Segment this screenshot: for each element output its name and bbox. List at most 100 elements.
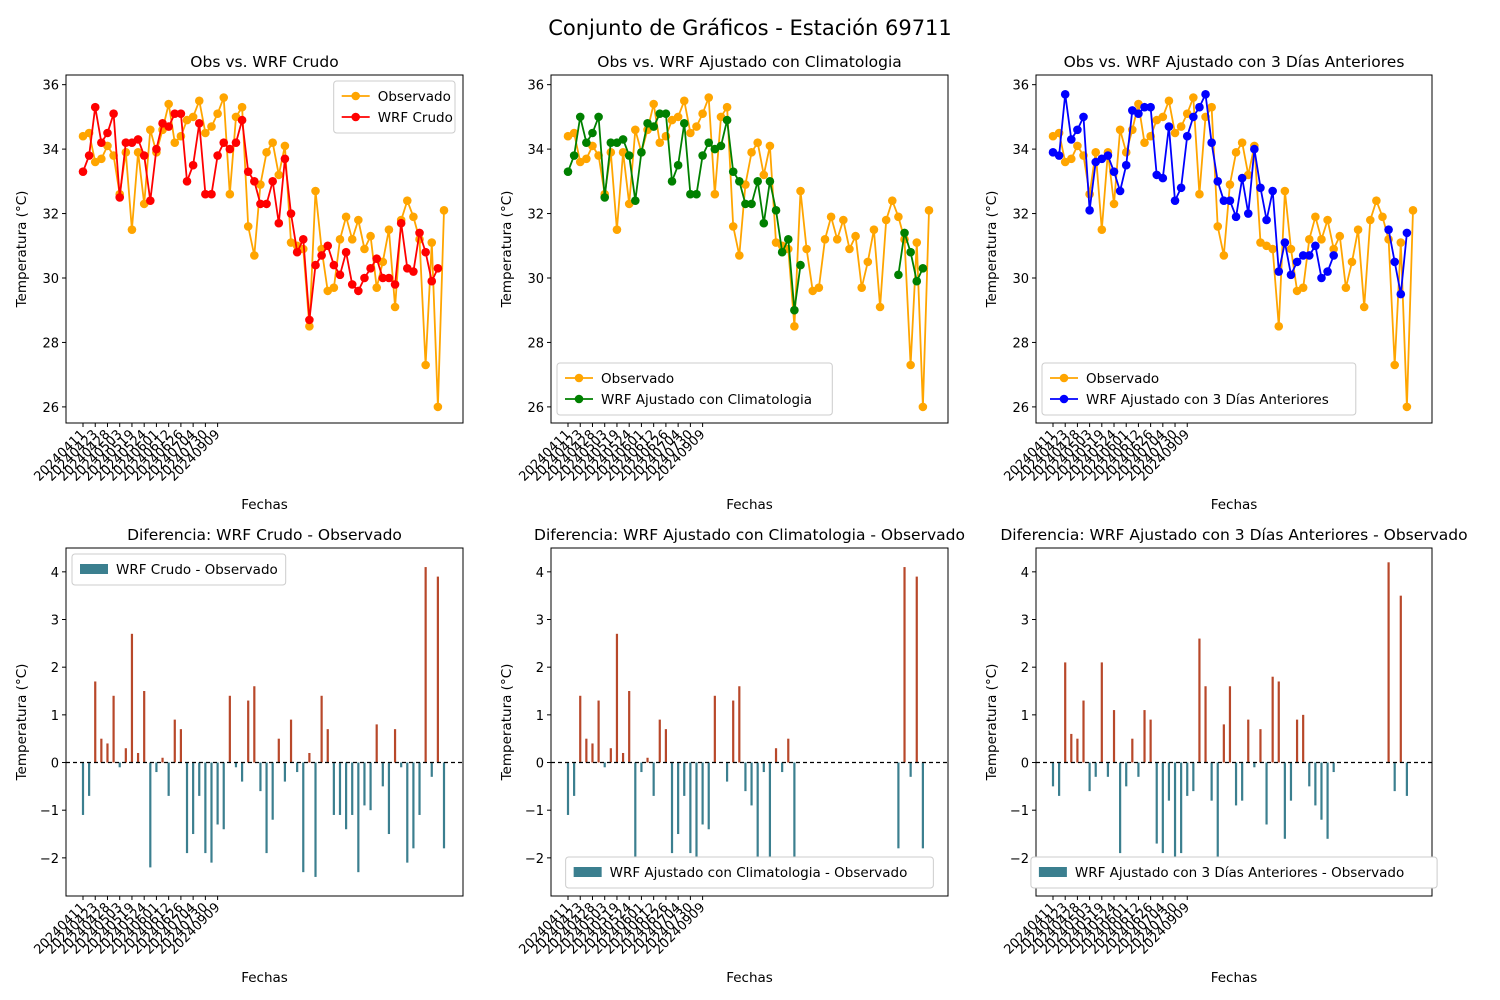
data-point — [1140, 102, 1149, 112]
y-tick-label: 26 — [1012, 401, 1029, 416]
data-point — [918, 402, 928, 412]
data-point — [280, 141, 290, 151]
x-axis-label: Fechas — [1211, 970, 1258, 986]
bar — [381, 762, 384, 787]
data-point — [698, 109, 707, 118]
data-point — [384, 273, 394, 283]
data-point — [1402, 402, 1412, 412]
data-point — [887, 196, 897, 205]
data-point — [631, 196, 640, 205]
data-point — [201, 189, 210, 199]
data-point — [820, 235, 830, 244]
bar — [283, 762, 287, 782]
data-point — [1304, 235, 1314, 244]
data-point — [1347, 257, 1357, 267]
legend-marker — [351, 91, 361, 101]
data-point — [250, 177, 259, 186]
data-point — [421, 360, 430, 370]
data-point — [1207, 102, 1216, 112]
bar — [320, 695, 323, 763]
data-point — [170, 109, 180, 118]
bar — [1228, 686, 1232, 763]
bar — [1131, 738, 1134, 763]
bar — [1076, 738, 1079, 763]
data-point — [753, 138, 762, 147]
data-point — [1390, 257, 1399, 267]
data-point — [1146, 102, 1155, 112]
bar — [1295, 719, 1299, 763]
data-point — [1402, 228, 1412, 238]
bar — [903, 567, 906, 763]
data-point — [1115, 186, 1125, 196]
data-point — [1237, 138, 1247, 147]
y-tick-label: 2 — [1021, 661, 1029, 676]
data-point — [237, 115, 247, 125]
bar — [1070, 733, 1073, 763]
bar — [118, 762, 121, 768]
legend-box — [556, 362, 833, 416]
bar — [406, 762, 409, 863]
bar — [1222, 724, 1225, 763]
data-point — [845, 244, 854, 254]
data-point — [1274, 267, 1284, 276]
data-point — [722, 102, 732, 112]
data-point — [1189, 93, 1198, 102]
data-point — [1073, 141, 1082, 151]
bar — [143, 691, 146, 763]
data-point — [146, 125, 155, 135]
y-axis-label: Temperatura (°C) — [14, 191, 30, 309]
y-tick-label: 36 — [42, 79, 59, 94]
data-point — [415, 228, 424, 238]
data-point — [402, 196, 412, 205]
data-point — [1225, 180, 1235, 189]
figure-title: Conjunto de Gráficos - Estación 69711 — [548, 16, 952, 40]
data-point — [97, 138, 106, 147]
series-line — [1387, 229, 1408, 295]
bar — [1155, 762, 1158, 844]
data-point — [225, 189, 235, 199]
data-point — [311, 260, 320, 270]
data-point — [679, 96, 689, 106]
bar — [646, 757, 649, 763]
bar — [332, 762, 335, 815]
data-point — [170, 138, 180, 147]
bar — [658, 719, 661, 763]
data-point — [219, 138, 229, 147]
data-point — [1372, 196, 1381, 205]
plot-frame — [550, 547, 949, 897]
data-point — [924, 206, 934, 215]
bar — [338, 762, 342, 815]
plot-frame — [1035, 547, 1433, 897]
bar — [247, 700, 250, 763]
plot-frame — [65, 74, 464, 424]
data-point — [1195, 102, 1204, 112]
data-point — [679, 119, 689, 128]
bar — [112, 695, 115, 763]
data-point — [329, 260, 339, 270]
data-point — [409, 212, 418, 222]
data-point — [631, 125, 640, 135]
bar — [400, 762, 403, 768]
data-point — [1341, 283, 1351, 292]
data-point — [796, 186, 805, 196]
data-point — [894, 212, 903, 222]
legend-box — [565, 856, 934, 889]
data-point — [1195, 189, 1204, 199]
data-point — [292, 247, 302, 257]
data-point — [366, 231, 375, 241]
data-point — [409, 267, 418, 276]
bar — [179, 729, 182, 763]
data-point — [439, 206, 449, 215]
bar — [677, 762, 680, 835]
bar — [628, 691, 631, 763]
bar — [1125, 762, 1128, 787]
data-point — [188, 112, 198, 122]
data-point — [655, 138, 665, 147]
data-point — [213, 109, 222, 118]
bar — [1088, 762, 1091, 792]
data-point — [1390, 360, 1399, 370]
bar — [915, 576, 918, 763]
bar — [640, 762, 643, 773]
